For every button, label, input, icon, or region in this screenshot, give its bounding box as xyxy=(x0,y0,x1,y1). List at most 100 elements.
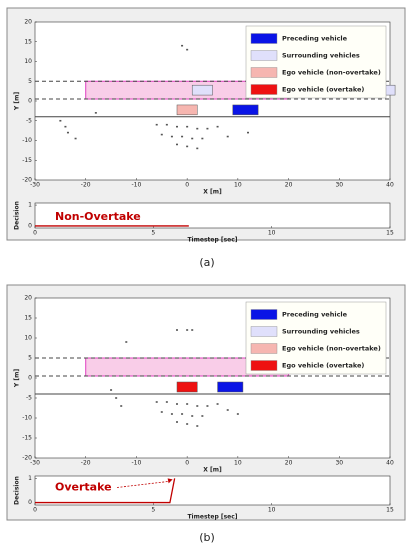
arrow-head xyxy=(167,478,173,484)
point xyxy=(64,125,67,128)
point xyxy=(226,135,229,138)
point xyxy=(74,137,77,140)
point xyxy=(191,415,194,417)
y-axis-label: Y [m] xyxy=(14,369,21,388)
x-axis-label: Timestep [sec] xyxy=(187,514,237,521)
point xyxy=(196,425,199,427)
point xyxy=(110,389,113,391)
vehicle xyxy=(176,104,198,116)
y-tick-label: 15 xyxy=(24,315,32,322)
y-tick-label: 15 xyxy=(24,38,32,45)
vehicle xyxy=(232,104,259,116)
point xyxy=(186,423,189,425)
point xyxy=(176,421,178,423)
point xyxy=(176,143,178,146)
point xyxy=(186,403,189,405)
plot-area xyxy=(34,202,391,229)
point xyxy=(155,401,158,403)
legend-swatch xyxy=(250,360,278,371)
caption: (b) xyxy=(199,531,215,544)
legend-label: Preceding vehicle xyxy=(282,311,348,319)
y-axis-label: Decision xyxy=(14,476,21,505)
point xyxy=(125,341,128,343)
point xyxy=(201,137,204,140)
x-tick-label: 40 xyxy=(386,182,394,189)
x-tick-label: -10 xyxy=(132,460,142,467)
point xyxy=(181,135,184,138)
point xyxy=(160,133,163,136)
point xyxy=(186,125,189,128)
point xyxy=(165,401,168,403)
legend-swatch xyxy=(250,326,278,337)
plot-area xyxy=(34,475,391,506)
point xyxy=(216,403,219,405)
y-tick-label: -15 xyxy=(22,435,32,442)
x-tick-label: -30 xyxy=(30,182,40,189)
vehicle xyxy=(176,381,198,393)
point xyxy=(181,413,184,415)
point xyxy=(176,403,178,405)
vehicle xyxy=(217,381,244,393)
annotation: Overtake xyxy=(55,481,112,494)
x-tick-label: 5 xyxy=(151,507,155,514)
x-tick-label: 10 xyxy=(268,230,276,237)
point xyxy=(236,413,239,415)
annotation-arrow xyxy=(116,481,169,488)
y-tick-label: 0 xyxy=(28,222,32,229)
x-tick-label: 10 xyxy=(234,182,242,189)
y-tick-label: 5 xyxy=(28,78,32,85)
y-tick-label: 5 xyxy=(28,355,32,362)
x-tick-label: 0 xyxy=(185,460,189,467)
legend-label: Preceding vehicle xyxy=(282,35,348,43)
x-tick-label: 15 xyxy=(386,507,394,514)
point xyxy=(186,329,189,331)
y-tick-label: -10 xyxy=(22,415,32,422)
x-tick-label: 30 xyxy=(335,182,343,189)
y-tick-label: 1 xyxy=(28,202,32,209)
vehicle xyxy=(191,84,213,96)
y-tick-label: 1 xyxy=(28,475,32,482)
point xyxy=(196,405,199,407)
legend-swatch xyxy=(250,50,278,61)
y-tick-label: -20 xyxy=(22,177,32,184)
point xyxy=(186,48,189,51)
point xyxy=(206,127,209,130)
y-tick-label: 0 xyxy=(28,375,32,382)
point xyxy=(115,397,118,399)
point xyxy=(247,131,249,134)
legend-label: Surrounding vehicles xyxy=(282,328,360,336)
legend-swatch xyxy=(250,343,278,354)
x-tick-label: 20 xyxy=(285,460,293,467)
y-tick-label: 10 xyxy=(24,335,32,342)
point xyxy=(165,123,168,126)
point xyxy=(196,127,199,130)
x-tick-label: -10 xyxy=(132,182,142,189)
x-axis-label: X [m] xyxy=(203,189,222,196)
legend-label: Ego vehicle (non-overtake) xyxy=(282,69,381,77)
point xyxy=(176,329,178,331)
x-tick-label: -30 xyxy=(30,460,40,467)
point xyxy=(196,147,199,150)
point xyxy=(59,119,62,122)
x-tick-label: 10 xyxy=(234,460,242,467)
y-tick-label: -5 xyxy=(26,117,32,124)
y-tick-label: -15 xyxy=(22,157,32,164)
legend-label: Surrounding vehicles xyxy=(282,52,360,60)
x-tick-label: 40 xyxy=(386,460,394,467)
point xyxy=(170,135,173,138)
legend-swatch xyxy=(250,84,278,95)
point xyxy=(191,329,194,331)
y-tick-label: -5 xyxy=(26,395,32,402)
point xyxy=(191,137,194,140)
decision-line xyxy=(35,478,176,504)
point xyxy=(206,405,209,407)
y-tick-label: -20 xyxy=(22,455,32,462)
point xyxy=(226,409,229,411)
x-tick-label: -20 xyxy=(81,460,91,467)
y-axis-label: Decision xyxy=(14,201,21,230)
y-tick-label: 20 xyxy=(24,295,32,302)
point xyxy=(201,415,204,417)
y-tick-label: -10 xyxy=(22,137,32,144)
y-tick-label: 20 xyxy=(24,19,32,26)
point xyxy=(176,125,178,128)
